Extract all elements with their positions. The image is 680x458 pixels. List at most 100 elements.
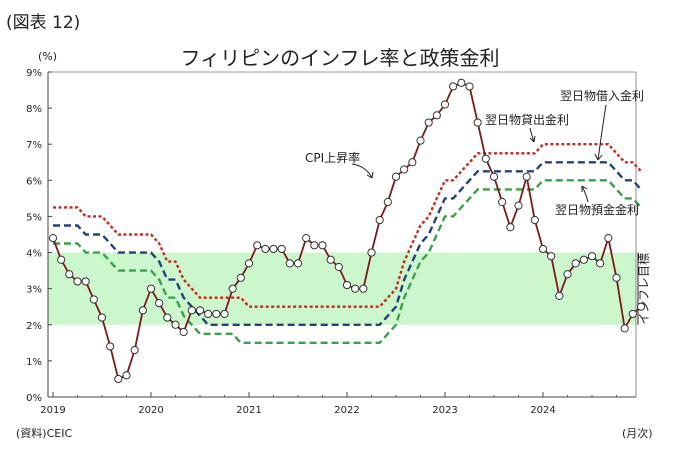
series-line-2 [53,161,642,326]
cpi-point [628,309,637,319]
cpi-point [604,234,613,243]
cpi-point [326,255,335,264]
y-tick-group: 0% 1% 2% 3% 4% 5% 6% 7% 8% 9% [26,68,52,404]
cpi-point [375,215,384,225]
series-label-borrowing-pointer [597,104,607,161]
cpi-point [285,259,294,268]
cpi-point [212,309,221,319]
series-line-1 [53,142,642,308]
cpi-point [146,284,156,293]
cpi-point [204,309,213,319]
x-tick-label: 2020 [138,405,163,416]
cpi-point [89,295,98,304]
cpi-point [114,374,123,384]
series-label-deposit-pointer [581,185,589,203]
cpi-point [563,270,572,279]
cpi-point [163,313,172,322]
cpi-point [498,197,507,207]
y-tick-label: 2% [26,321,42,332]
cpi-point [489,172,499,181]
series-label-cpi: CPI上昇率 [305,150,360,165]
cpi-point [269,244,278,254]
cpi-point [424,118,433,127]
cpi-point [400,165,409,174]
cpi-point [538,244,548,254]
cpi-point [408,158,417,167]
x-axis-unit: (月次) [622,426,653,440]
cpi-point [636,302,646,311]
cpi-point [48,234,58,243]
series-label-deposit-arrowhead [581,185,588,192]
cpi-point [587,252,597,261]
cpi-point [391,172,401,181]
x-tick-group: 2019 2020 2021 2022 2023 2024 [40,392,617,416]
inflation-target-band [48,252,636,325]
x-tick-label: 2019 [40,405,65,416]
cpi-point [514,201,523,210]
x-tick-label: 2024 [530,405,555,416]
y-tick-label: 0% [26,393,42,404]
cpi-point [522,172,531,181]
y-axis-unit: (%) [38,50,57,63]
source-note: (資料)CEIC [16,426,72,440]
cpi-point [171,320,180,329]
cpi-point [106,342,115,351]
cpi-point [293,259,303,268]
cpi-point [440,100,450,109]
cpi-point [530,215,539,225]
y-tick-label: 7% [26,140,42,151]
cpi-point [138,306,147,315]
series-label-lending-arrowhead [529,135,536,143]
cpi-point [73,277,82,286]
x-tick-label: 2023 [432,405,457,416]
x-tick-label: 2021 [236,405,261,416]
cpi-point [155,299,164,308]
cpi-point [57,255,66,264]
y-tick-label: 3% [26,285,42,296]
cpi-point [342,280,352,290]
y-tick-label: 9% [26,68,42,79]
x-tick-label: 2022 [334,405,359,416]
figure-label: (図表 12) [6,13,80,33]
cpi-point [465,82,474,91]
cpi-point [449,82,458,91]
cpi-point [130,345,139,355]
series-line-0 [52,81,642,381]
y-tick-label: 8% [26,104,42,115]
cpi-point [620,324,629,333]
chart-title: フィリピンのインフレ率と政策金利 [181,46,500,70]
series-label-cpi-arrowhead [366,171,374,179]
inflation-target-label: インフレ目標 [637,253,651,325]
cpi-point [236,273,245,282]
cpi-point [612,273,621,282]
cpi-point [253,241,262,250]
cpi-point [547,252,556,261]
cpi-point [571,259,580,268]
series-label-borrowing: 翌日物借入金利 [560,88,644,103]
series-label-cpi-pointer [351,163,373,179]
y-tick-label: 6% [26,176,42,187]
cpi-point [261,244,270,254]
series-group [48,78,646,384]
cpi-point [318,241,327,250]
cpi-point [277,244,286,254]
cpi-point [65,270,74,279]
y-tick-label: 5% [26,212,42,223]
y-tick-label: 4% [26,249,42,260]
cpi-point [244,259,254,268]
cpi-point [302,234,311,243]
cpi-point [432,111,441,120]
cpi-point [179,327,188,337]
cpi-point [334,262,343,272]
series-label-borrowing-arrowhead [594,153,603,161]
cpi-point [122,371,131,380]
series-line-3 [53,179,642,344]
cpi-point [473,118,482,127]
cpi-point [416,136,425,145]
cpi-point [596,259,605,268]
cpi-point [351,284,360,293]
cpi-point [81,277,90,286]
cpi-point [228,284,237,293]
cpi-point [506,223,515,232]
